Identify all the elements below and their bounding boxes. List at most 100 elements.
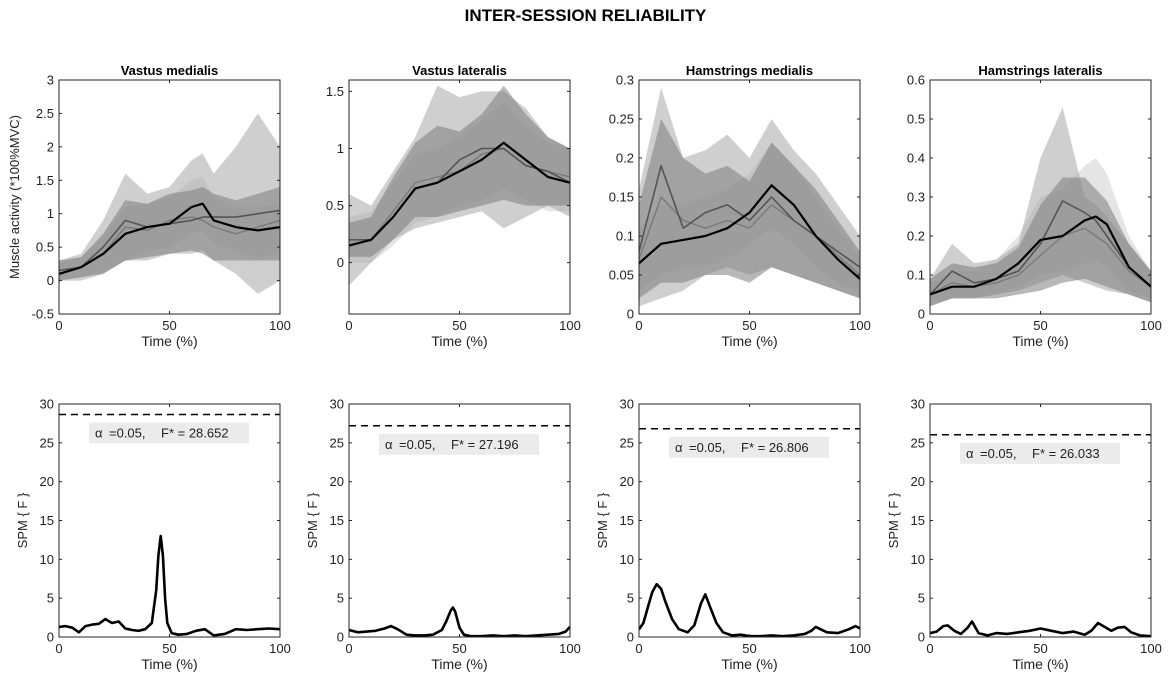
x-tick-label: 50 [162, 318, 176, 333]
x-axis-label: Time (%) [431, 333, 487, 349]
x-tick-label: 50 [742, 641, 756, 656]
y-tick-label: 30 [330, 397, 344, 412]
y-tick-label: 0.3 [907, 190, 925, 205]
panel-vl-spm: 0 50 100 0 5 10 15 20 25 30 Time (%) SPM { F } α =0.0… [305, 397, 581, 673]
panel-vm-spm: 0 50 100 0 5 10 15 20 25 30 Time (%) SPM { F } α =0.0… [15, 397, 291, 673]
mean-line-2 [639, 165, 860, 268]
y-tick-label: 2 [47, 139, 54, 154]
alpha-symbol: α [385, 437, 393, 452]
x-axis-label: Time (%) [1012, 333, 1068, 349]
f-star-value: F* = 26.033 [1032, 446, 1100, 461]
y-tick-label: 0.5 [326, 198, 344, 213]
y-tick-label: 1.5 [326, 84, 344, 99]
y-tick-label: 10 [330, 552, 344, 567]
y-tick-label: 0 [47, 630, 54, 645]
x-tick-label: 100 [849, 318, 871, 333]
y-tick-label: 10 [620, 552, 634, 567]
y-tick-label: 10 [911, 552, 925, 567]
band-3 [639, 119, 860, 299]
spm-curve [349, 606, 570, 637]
x-tick-label: 0 [635, 318, 642, 333]
panel-hm-spm: 0 50 100 0 5 10 15 20 25 30 Time (%) SPM { F } α =0.0… [595, 397, 871, 673]
x-tick-label: 50 [1033, 318, 1047, 333]
y-tick-label: 25 [911, 435, 925, 450]
x-tick-label: 100 [1140, 318, 1162, 333]
plot-area [930, 434, 1151, 637]
y-tick-label: 5 [918, 591, 925, 606]
threshold-label-box [669, 436, 829, 458]
x-tick-label: 100 [1140, 641, 1162, 656]
x-axis-label: Time (%) [141, 656, 197, 672]
x-tick-label: 50 [452, 318, 466, 333]
y-tick-label: 0.5 [36, 240, 54, 255]
x-tick-label: 50 [452, 641, 466, 656]
y-tick-label: 0 [47, 273, 54, 288]
y-tick-label: 30 [911, 397, 925, 412]
subplot-title: Vastus lateralis [412, 63, 507, 78]
x-tick-label: 0 [926, 641, 933, 656]
x-axis-label: Time (%) [141, 333, 197, 349]
x-tick-label: 100 [559, 641, 581, 656]
x-tick-label: 0 [55, 641, 62, 656]
plot-area [349, 425, 570, 637]
x-tick-label: 0 [345, 641, 352, 656]
panel-vl-emg: 0 50 100 0 0.5 1 1.5 Time (%) Vastus lateralis [326, 63, 581, 349]
panel-hl-emg: 0 50 100 0 0.1 0.2 0.3 0.4 0.5 0.6 Time (%) Hamstri… [907, 63, 1162, 349]
x-axis-label: Time (%) [431, 656, 487, 672]
y-tick-label: 20 [620, 474, 634, 489]
y-tick-label: 25 [40, 435, 54, 450]
x-tick-label: 100 [849, 641, 871, 656]
y-tick-label: -0.5 [32, 307, 54, 322]
threshold-label-box [89, 422, 249, 444]
alpha-value: =0.05, [689, 440, 726, 455]
mean-line-2 [59, 209, 280, 272]
plot-area [59, 113, 280, 294]
x-tick-label: 50 [1033, 641, 1047, 656]
mean-line-1 [930, 215, 1151, 296]
y-axis-label: SPM { F } [886, 492, 901, 548]
plot-area [930, 107, 1151, 307]
band-3 [930, 177, 1151, 307]
y-tick-label: 1.5 [36, 173, 54, 188]
alpha-symbol: α [95, 425, 103, 440]
y-tick-label: 0.2 [907, 229, 925, 244]
y-tick-label: 20 [330, 474, 344, 489]
y-axis-label: SPM { F } [15, 492, 30, 548]
y-tick-label: 20 [911, 474, 925, 489]
mean-line-1 [59, 202, 280, 275]
x-tick-label: 0 [345, 318, 352, 333]
x-axis-label: Time (%) [721, 656, 777, 672]
alpha-value: =0.05, [399, 437, 436, 452]
y-tick-label: 15 [40, 513, 54, 528]
band-3 [59, 187, 280, 281]
plot-area [349, 85, 570, 286]
alpha-value: =0.05, [109, 425, 146, 440]
y-tick-label: 0.1 [616, 229, 634, 244]
x-tick-label: 0 [635, 641, 642, 656]
panel-hl-spm: 0 50 100 0 5 10 15 20 25 30 Time (%) SPM { F } α =0.0… [886, 397, 1162, 673]
x-tick-label: 0 [55, 318, 62, 333]
y-tick-label: 0 [337, 255, 344, 270]
alpha-symbol: α [966, 446, 974, 461]
alpha-symbol: α [675, 440, 683, 455]
y-tick-label: 30 [40, 397, 54, 412]
y-tick-label: 0.25 [609, 112, 634, 127]
x-axis-label: Time (%) [721, 333, 777, 349]
x-tick-label: 50 [162, 641, 176, 656]
y-tick-label: 1 [47, 206, 54, 221]
f-star-value: F* = 26.806 [741, 440, 809, 455]
y-tick-label: 15 [330, 513, 344, 528]
y-tick-label: 0.6 [907, 73, 925, 88]
y-tick-label: 0 [918, 630, 925, 645]
y-tick-label: 5 [627, 591, 634, 606]
mean-line-1 [349, 141, 570, 247]
y-tick-label: 15 [620, 513, 634, 528]
y-tick-label: 15 [911, 513, 925, 528]
x-axis-label: Time (%) [1012, 656, 1068, 672]
threshold-label-box [960, 442, 1120, 464]
x-tick-label: 100 [269, 641, 291, 656]
axes-box [929, 403, 1152, 638]
subplot-title: Hamstrings lateralis [978, 63, 1102, 78]
